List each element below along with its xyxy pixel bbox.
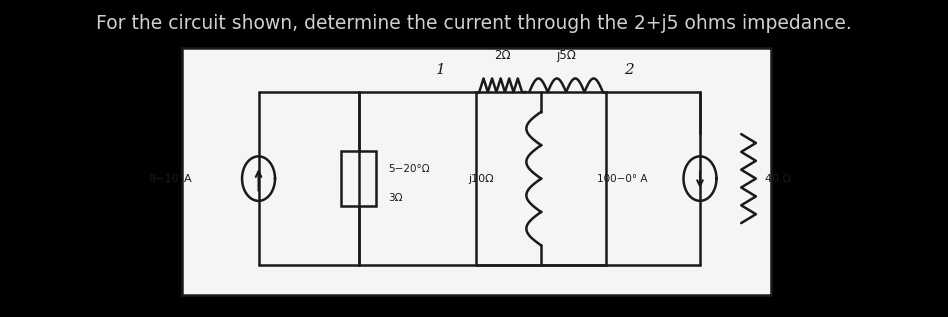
Text: 5−20°Ω: 5−20°Ω [388,164,429,174]
Text: 100−0° A: 100−0° A [596,174,647,184]
Text: 8−10°A: 8−10°A [149,174,192,184]
Text: j5Ω: j5Ω [556,49,576,62]
Text: 40 Ω: 40 Ω [765,174,791,184]
Text: 2: 2 [625,63,634,77]
Text: 1: 1 [436,63,446,77]
Text: For the circuit shown, determine the current through the 2+j5 ohms impedance.: For the circuit shown, determine the cur… [96,14,852,33]
Text: 3Ω: 3Ω [388,193,403,204]
Text: 2Ω: 2Ω [495,49,511,62]
Text: j10Ω: j10Ω [468,174,494,184]
Bar [341,152,376,206]
Bar [182,48,771,295]
